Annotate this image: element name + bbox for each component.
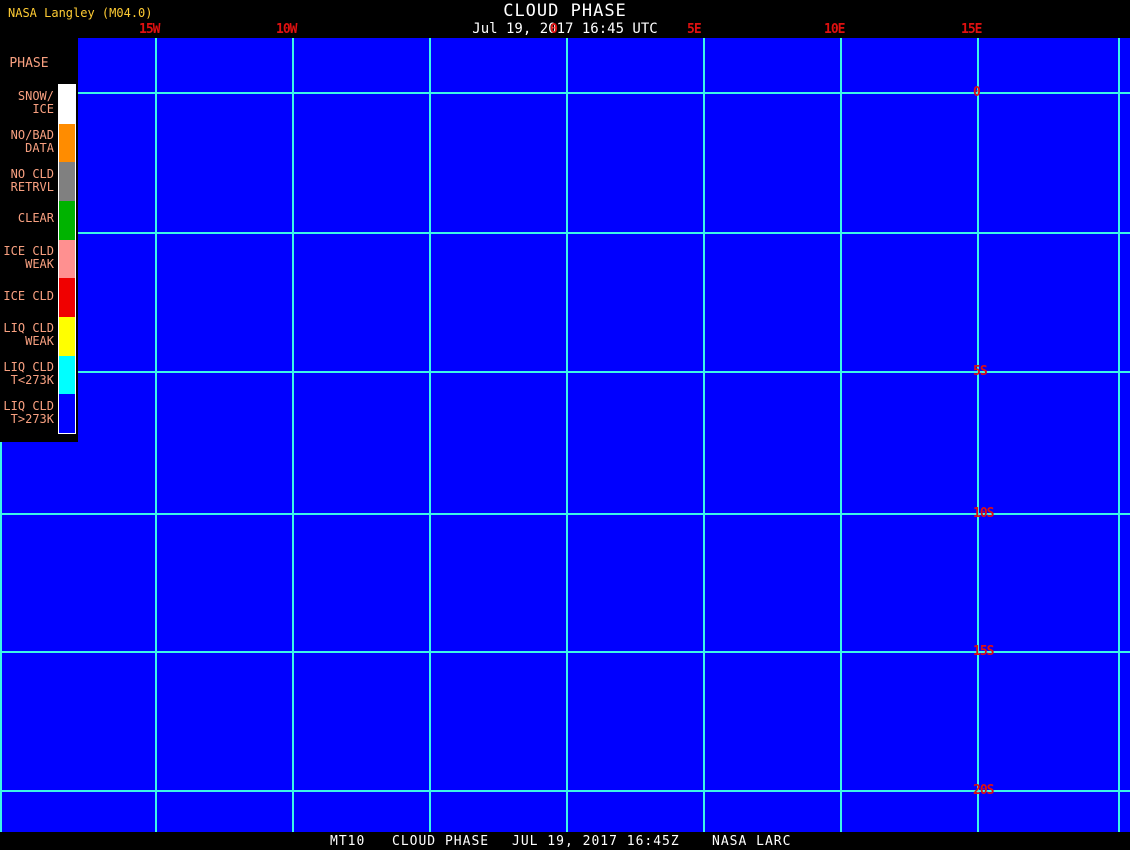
longitude-label-10W: 10W: [276, 22, 298, 37]
gridline-longitude-0: [155, 38, 157, 832]
latitude-label-10S: 10S: [973, 506, 995, 521]
legend-swatch-1: [59, 123, 75, 163]
footer-name: CLOUD PHASE: [392, 834, 490, 849]
map-frame-vertical-1: [1118, 38, 1120, 832]
gridline-longitude-6: [977, 38, 979, 832]
legend-label-line2: T>273K: [10, 411, 54, 426]
legend-label-8: LIQ CLD T>273K: [0, 398, 56, 426]
legend-label-line1: SNOW/: [17, 89, 54, 104]
legend-colorbar: [58, 84, 76, 434]
gridline-longitude-2: [429, 38, 431, 832]
footer-timestamp: JUL 19, 2017 16:45Z: [512, 834, 680, 849]
legend-swatch-2: [59, 162, 75, 202]
legend-label-line1: ICE CLD: [3, 244, 54, 258]
legend-label-4: ICE CLD WEAK: [0, 245, 56, 271]
legend-label-5: ICE CLD: [0, 288, 56, 303]
legend-label-line2: T<273K: [10, 373, 54, 387]
legend-swatch-3: [59, 201, 75, 241]
longitude-label-0: 0: [550, 22, 558, 37]
latitude-label-20S: 20S: [973, 783, 995, 798]
gridline-latitude-20S: [0, 790, 1130, 792]
legend-label-6: LIQ CLD WEAK: [0, 322, 56, 348]
satellite-map[interactable]: 0 5S 10S 15S 20S: [0, 38, 1130, 832]
legend-label-line2: ICE: [32, 102, 54, 117]
legend-swatch-8: [59, 394, 75, 434]
legend-label-line1: NO CLD: [10, 166, 54, 181]
page-title: CLOUD PHASE: [503, 1, 627, 21]
longitude-label-5E: 5E: [687, 22, 702, 37]
footer-agency: NASA LARC: [712, 834, 792, 849]
latitude-label-0: 0: [973, 85, 981, 100]
gridline-latitude-15S: [0, 651, 1130, 653]
legend-label-line1: CLEAR: [17, 211, 54, 226]
legend-swatch-7: [59, 355, 75, 395]
legend-swatch-6: [59, 317, 75, 357]
legend-label-2: NO CLD RETRVL: [0, 166, 56, 194]
longitude-label-10E: 10E: [824, 22, 846, 37]
footer-product: MT10: [330, 834, 366, 849]
gridline-latitude-extra-0: [0, 232, 1130, 234]
gridline-latitude-5S: [0, 371, 1130, 373]
gridline-latitude-10S: [0, 513, 1130, 515]
legend-label-line2: WEAK: [25, 334, 54, 349]
legend-label-line2: RETRVL: [10, 179, 54, 194]
legend-label-line1: LIQ CLD: [3, 360, 54, 374]
legend-title: PHASE: [9, 56, 49, 71]
legend-label-line2: WEAK: [25, 257, 54, 271]
latitude-label-5S: 5S: [973, 364, 988, 379]
gridline-longitude-4: [703, 38, 705, 832]
legend-label-line1: LIQ CLD: [3, 321, 54, 336]
legend-swatch-4: [59, 239, 75, 279]
legend-label-7: LIQ CLD T<273K: [0, 361, 56, 387]
nasa-langley-credit: NASA Langley (M04.0): [8, 6, 153, 20]
gridline-longitude-5: [840, 38, 842, 832]
gridline-longitude-3: [566, 38, 568, 832]
page-subtitle: Jul 19, 2017 16:45 UTC: [472, 21, 658, 37]
phase-legend: PHASE SNOW/ICE NO/BAD DATA NO CLD RETRVL CLEA…: [0, 38, 78, 442]
longitude-label-15E: 15E: [961, 22, 983, 37]
legend-label-line2: DATA: [25, 141, 54, 155]
legend-label-line1: NO/BAD: [10, 128, 54, 142]
gridline-latitude-0: [0, 92, 1130, 94]
legend-swatch-0: [59, 85, 75, 125]
latitude-label-15S: 15S: [973, 644, 995, 659]
legend-label-line1: LIQ CLD: [3, 398, 54, 413]
legend-label-line1: ICE CLD: [3, 288, 54, 303]
gridline-longitude-1: [292, 38, 294, 832]
legend-label-1: NO/BAD DATA: [0, 129, 56, 155]
legend-label-0: SNOW/ICE: [0, 90, 56, 116]
longitude-label-15W: 15W: [139, 22, 161, 37]
status-bar: MT10 CLOUD PHASE JUL 19, 2017 16:45Z NAS…: [0, 832, 1130, 850]
cloud-phase-raster[interactable]: [0, 38, 1130, 832]
legend-label-3: CLEAR: [0, 212, 56, 225]
legend-swatch-5: [59, 278, 75, 318]
